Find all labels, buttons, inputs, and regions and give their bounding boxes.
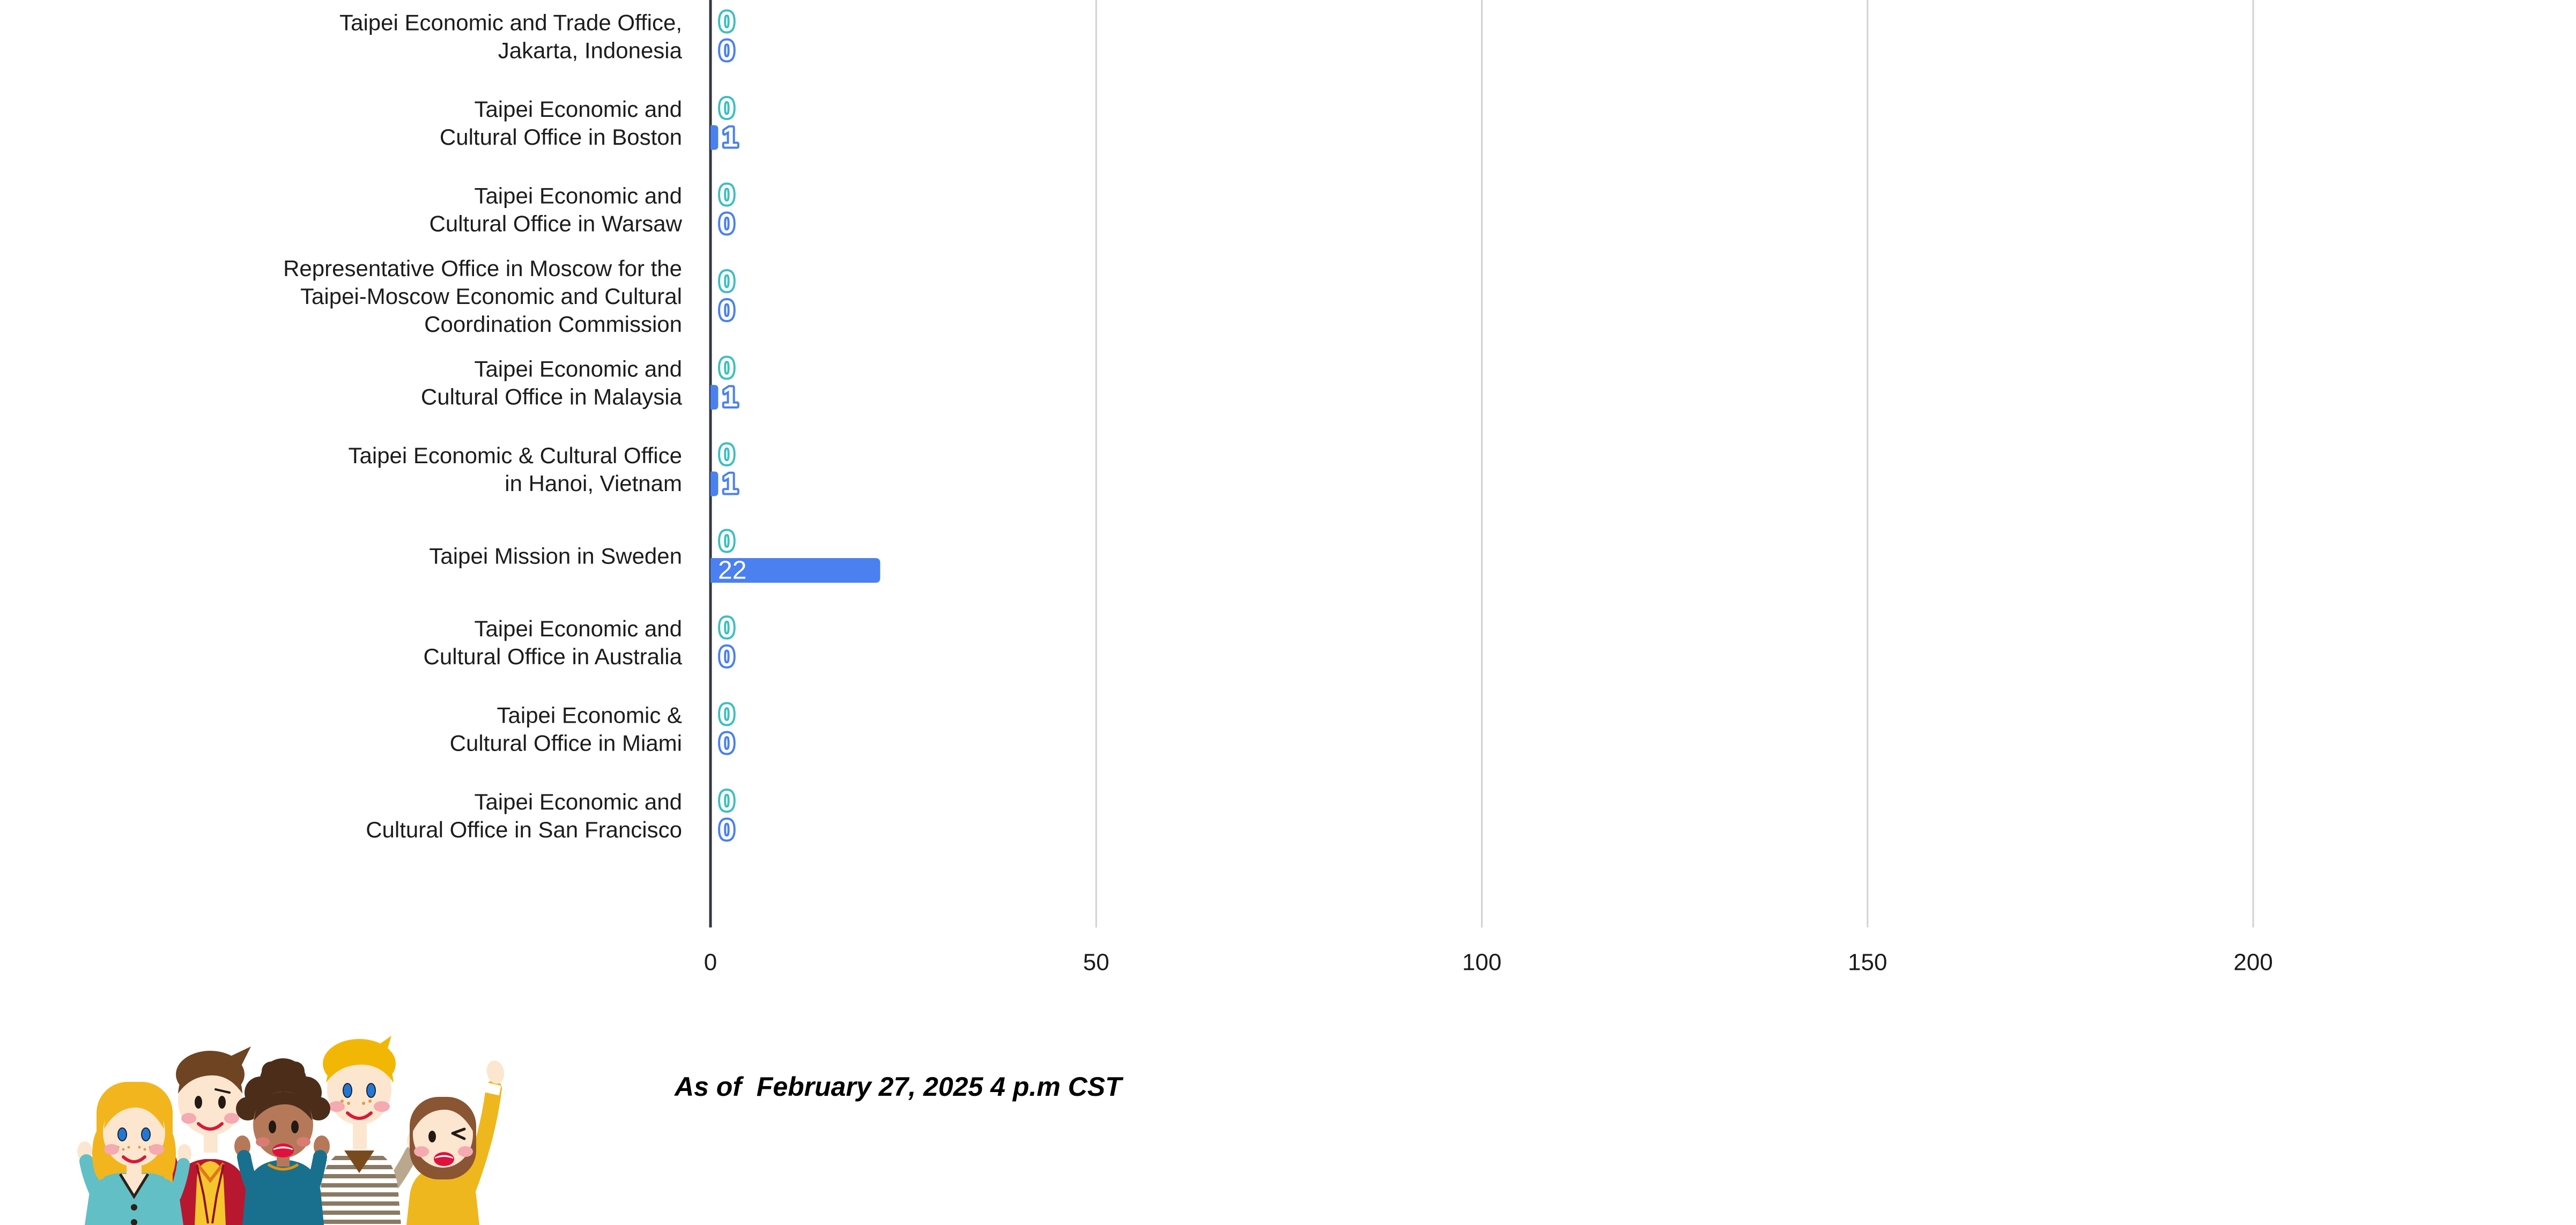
category-label: Taipei-Moscow Economic and Cultural	[300, 284, 682, 309]
x-tick-label: 200	[2233, 949, 2272, 976]
bar-value-label: 0	[719, 295, 735, 326]
bar	[710, 385, 719, 410]
bar-value-label: 0	[719, 93, 735, 124]
bar-value-label: 22	[718, 556, 746, 585]
bar-value-label: 1	[722, 469, 738, 500]
bar-value-label: 0	[719, 180, 735, 211]
bar-value-label: 0	[719, 786, 735, 817]
category-label: Taipei Economic and	[474, 616, 682, 641]
category-label: Taipei Economic and Trade Office,	[339, 10, 682, 35]
category-label: Taipei Economic & Cultural Office	[349, 443, 683, 468]
x-tick-label: 100	[1462, 949, 1501, 976]
category-label: Representative Office in Moscow for the	[283, 256, 682, 281]
bar-value-label: 0	[719, 6, 735, 38]
person-yellow-girl	[406, 1060, 505, 1225]
bar	[710, 558, 880, 583]
bar-value-label: 0	[719, 209, 735, 240]
bar-value-label: 0	[719, 815, 735, 846]
person-blond-man	[317, 1036, 423, 1225]
bar-value-label: 0	[719, 353, 735, 384]
as-of-caption: As of February 27, 2025 4 p.m CST	[675, 1072, 1122, 1102]
bar-value-label: 0	[719, 613, 735, 644]
bar-value-label: 1	[722, 382, 738, 413]
bar-value-label: 0	[719, 699, 735, 730]
x-tick-label: 50	[1083, 949, 1109, 976]
bar-value-label: 1	[722, 122, 738, 153]
person-curly-girl	[234, 1058, 330, 1225]
category-label: Taipei Economic and	[474, 96, 682, 122]
bar-value-label: 0	[719, 526, 735, 557]
category-label: Jakarta, Indonesia	[498, 38, 683, 63]
category-label: Cultural Office in Malaysia	[421, 384, 683, 410]
category-label: Cultural Office in Miami	[450, 731, 682, 756]
bar	[710, 125, 719, 150]
category-label: Cultural Office in Warsaw	[430, 211, 683, 236]
category-label: Taipei Economic &	[497, 703, 683, 728]
category-label: Taipei Economic and	[474, 357, 682, 382]
x-tick-label: 150	[1848, 949, 1887, 976]
category-label: Cultural Office in Boston	[440, 124, 682, 150]
bar-value-label: 0	[719, 728, 735, 759]
bar-value-label: 0	[719, 266, 735, 298]
person-blonde-girl	[77, 1082, 191, 1225]
category-label: Taipei Mission in Sweden	[429, 544, 682, 569]
bar	[710, 471, 719, 496]
category-label: in Hanoi, Vietnam	[505, 471, 682, 496]
category-label: Cultural Office in Australia	[424, 644, 683, 669]
bar-value-label: 0	[719, 35, 735, 66]
category-label: Taipei Economic and	[474, 789, 682, 814]
category-label: Taipei Economic and	[474, 183, 682, 209]
bar-value-label: 0	[719, 440, 735, 471]
category-label: Cultural Office in San Francisco	[366, 817, 682, 842]
bar-value-label: 0	[719, 642, 735, 673]
x-tick-label: 0	[704, 949, 717, 976]
category-label: Coordination Commission	[424, 311, 682, 337]
waving-people-illustration	[77, 1036, 505, 1225]
